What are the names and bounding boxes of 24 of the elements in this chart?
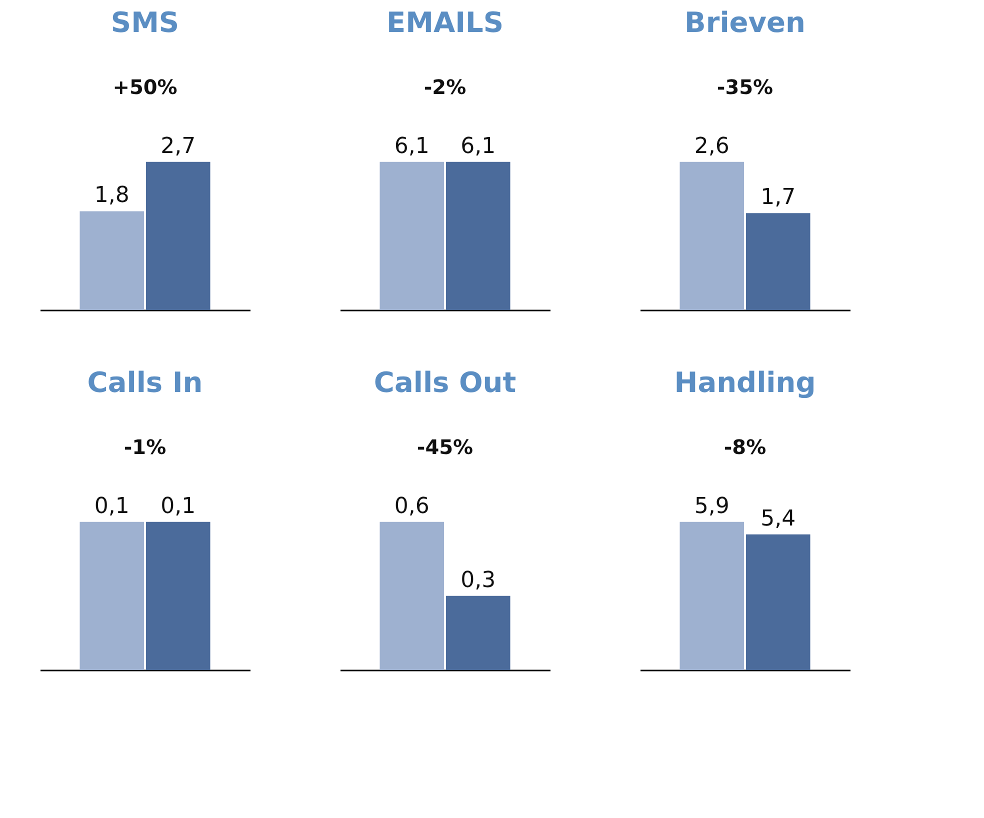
data-label: 6,1 bbox=[394, 134, 430, 159]
data-label: 0,1 bbox=[94, 494, 130, 519]
data-label: 5,9 bbox=[694, 494, 730, 519]
data-label: 0,3 bbox=[460, 568, 496, 593]
data-label: 2,7 bbox=[160, 134, 196, 159]
data-label: 2,6 bbox=[694, 134, 730, 159]
data-label: 1,7 bbox=[760, 185, 796, 210]
text: -45% bbox=[416, 435, 474, 459]
data-label: 1,8 bbox=[94, 183, 130, 208]
data-label: 5,4 bbox=[760, 506, 796, 532]
text: -35% bbox=[716, 75, 774, 99]
text: -1% bbox=[124, 435, 166, 459]
text: +50% bbox=[112, 75, 178, 99]
text: -8% bbox=[724, 435, 766, 459]
chart-title: Calls In bbox=[87, 366, 203, 399]
data-label: 0,1 bbox=[160, 494, 196, 519]
data-label: 0,6 bbox=[394, 494, 430, 519]
chart-title: SMS bbox=[110, 6, 180, 39]
chart-title: Handling bbox=[674, 366, 816, 399]
chart-title: Calls Out bbox=[374, 366, 516, 399]
chart-title: EMAILS bbox=[386, 6, 504, 39]
text: -2% bbox=[424, 75, 466, 99]
data-label: 6,1 bbox=[460, 134, 496, 159]
chart-title: Brieven bbox=[684, 6, 806, 39]
